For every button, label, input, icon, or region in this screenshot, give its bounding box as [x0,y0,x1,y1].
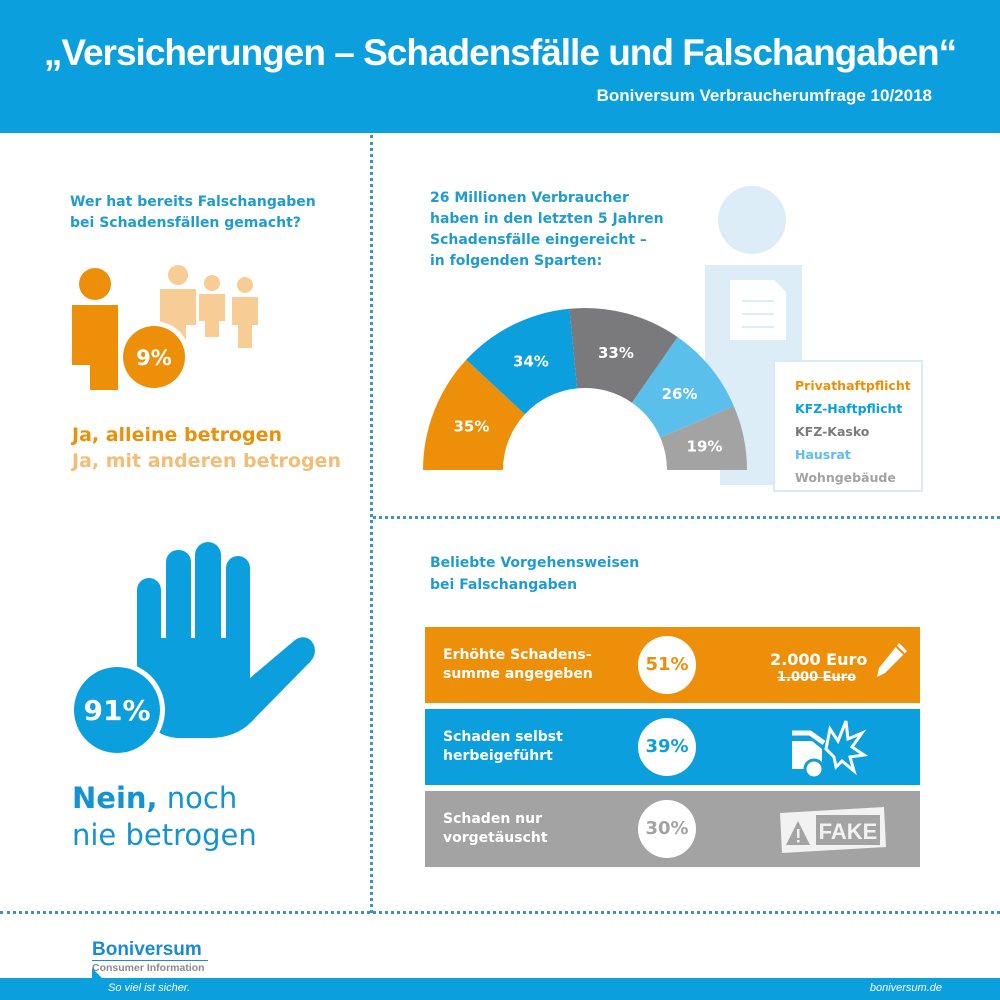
boniversum-logo[interactable]: Boniversum Consumer Information [92,940,208,974]
stamp-text: FAKE [819,819,878,844]
never-percent: 91% [83,694,150,727]
method-label: Schaden nur vorgetäuscht [443,810,548,848]
old-amount-struck: 1.000 Euro [777,670,857,685]
donut-segment-wohngeb-ude [660,406,747,470]
page-title: „Versicherungen – Schadensfälle und Fals… [43,32,957,73]
method-label-line2: herbeigeführt [443,748,553,764]
methods-title: Beliebte Vorgehensweisen bei Falschangab… [430,552,639,596]
yes-alone-label: Ja, alleine betrogen [72,424,283,446]
pencil-icon [877,643,907,677]
legend-item: KFZ-Haftpflicht [795,401,903,416]
main-person-figure [72,268,118,390]
never-label: Nein, noch nie betrogen [72,780,257,854]
donut-segment-kfz-haftpflicht [466,308,578,415]
fraud-question-line2: bei Schadensfällen gemacht? [70,215,301,231]
donut-label: 19% [687,437,723,455]
methods-title-line2: bei Falschangaben [430,577,578,593]
footer-speech-notch [92,968,104,980]
slogan: So viel ist sicher. [108,982,191,994]
method-label: Schaden selbst herbeigeführt [443,728,563,766]
method-label-line2: vorgetäuscht [443,830,548,846]
chart-legend: Privathaftpflicht KFZ-Haftpflicht KFZ-Kask… [773,360,923,492]
donut-label: 26% [662,385,698,403]
method-percent: 39% [638,718,696,776]
percent-badge [123,326,185,388]
yes-with-others-label: Ja, mit anderen betrogen [72,450,341,472]
legend-item: Wohngebäude [795,470,896,485]
method-label-line1: Erhöhte Schadens- [443,647,592,663]
car-crash-icon [792,720,869,779]
stop-hand-icon: 91% [69,542,315,758]
method-label: Erhöhte Schadens- summe angegeben [443,646,593,684]
new-amount: 2.000 Euro [770,650,868,669]
horizontal-divider-bottom [0,911,1000,914]
sparten-title-line1: 26 Millionen Verbraucher [430,190,629,206]
semi-donut-chart: 35% 34% 33% 26% 19% [423,308,747,470]
donut-label: 35% [453,417,489,435]
method-label-line1: Schaden nur [443,811,542,827]
vertical-divider [370,135,373,913]
method-row-faked: Schaden nur vorgetäuscht 30% FAKE [425,791,920,867]
sparten-title-line2: haben in den letzten 5 Jahren [430,211,664,227]
website-link[interactable]: boniversum.de [869,982,942,994]
sparten-title-line4: in folgenden Sparten: [430,253,603,269]
method-row-increased-sum: Erhöhte Schadens- summe angegeben 51% 2.… [425,627,920,703]
people-group-icon: 9% [72,265,258,393]
donut-segment-hausrat [631,337,734,438]
donut-segment-kfz-kasko [569,308,678,403]
method-row-self-caused: Schaden selbst herbeigeführt 39% [425,709,920,785]
light-person-figures [160,265,258,353]
never-label-bold: Nein, [72,781,158,815]
legend-item: Hausrat [795,447,851,462]
method-label-line2: summe angegeben [443,666,593,682]
method-percent: 30% [638,800,696,858]
legend-item: KFZ-Kasko [795,424,870,439]
fraud-question-line1: Wer hat bereits Falschangaben [70,194,316,210]
method-label-line1: Schaden selbst [443,729,563,745]
yes-percent: 9% [136,346,172,370]
fake-warning-stamp-icon: FAKE [780,807,886,853]
legend-item: Privathaftpflicht [795,378,911,393]
percent-badge [74,667,160,753]
donut-segment-privathaftpflicht [423,359,525,470]
header-banner: „Versicherungen – Schadensfälle und Fals… [0,0,1000,133]
footer-bar [0,978,1000,1000]
sparten-title-line3: Schadensfälle eingereicht – [430,232,647,248]
never-label-line2: nie betrogen [72,818,257,852]
never-label-rest: noch [157,781,238,815]
horizontal-divider-right [373,516,1000,519]
page-subtitle: Boniversum Verbraucherumfrage 10/2018 [596,86,932,105]
sparten-title: 26 Millionen Verbraucher haben in den le… [430,188,664,272]
logo-name: Boniversum [92,940,208,961]
logo-subtitle: Consumer Information [92,962,205,974]
fraud-question-title: Wer hat bereits Falschangaben bei Schade… [70,192,316,234]
document-icon [730,280,786,340]
donut-label: 33% [598,344,634,362]
methods-title-line1: Beliebte Vorgehensweisen [430,555,640,571]
method-percent: 51% [638,636,696,694]
donut-label: 34% [513,353,549,371]
